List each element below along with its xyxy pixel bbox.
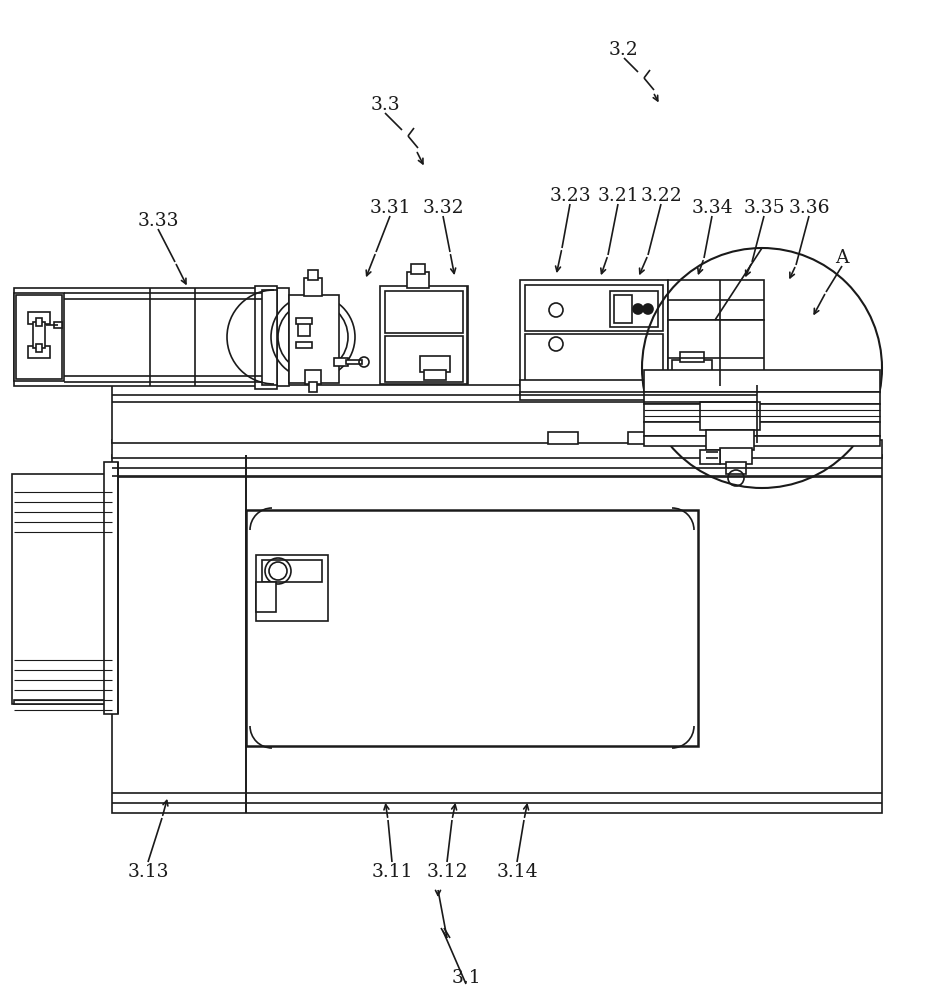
Text: 3.36: 3.36 bbox=[789, 199, 830, 217]
Bar bbox=[380, 286, 468, 384]
Bar bbox=[610, 291, 658, 327]
Bar bbox=[33, 322, 45, 348]
Bar bbox=[256, 582, 276, 612]
Text: 3.13: 3.13 bbox=[128, 863, 169, 881]
Text: 3.23: 3.23 bbox=[549, 187, 591, 205]
Bar bbox=[112, 385, 757, 443]
Bar bbox=[668, 280, 764, 320]
Bar bbox=[289, 295, 339, 383]
Bar bbox=[385, 336, 463, 382]
Text: 3.1: 3.1 bbox=[452, 969, 480, 987]
Bar bbox=[36, 318, 42, 326]
Bar bbox=[255, 286, 277, 389]
Bar bbox=[305, 370, 321, 384]
Circle shape bbox=[643, 304, 653, 314]
Text: 3.22: 3.22 bbox=[641, 187, 681, 205]
Bar bbox=[304, 278, 322, 296]
Bar bbox=[309, 382, 317, 392]
Bar bbox=[424, 370, 446, 380]
Bar bbox=[14, 700, 112, 704]
Bar bbox=[644, 422, 880, 436]
Bar bbox=[262, 290, 277, 385]
Bar bbox=[668, 320, 764, 386]
Bar bbox=[411, 264, 425, 274]
Bar bbox=[644, 392, 880, 404]
Bar bbox=[308, 270, 318, 280]
Bar bbox=[14, 293, 64, 381]
Text: A: A bbox=[835, 249, 849, 267]
Bar bbox=[28, 346, 50, 358]
Bar bbox=[700, 402, 760, 430]
Bar bbox=[548, 432, 578, 444]
Bar bbox=[36, 344, 42, 352]
Bar bbox=[700, 450, 720, 464]
Bar bbox=[28, 312, 50, 324]
Bar bbox=[112, 440, 882, 458]
Bar bbox=[525, 334, 663, 382]
Bar bbox=[726, 462, 746, 474]
Bar bbox=[296, 318, 312, 324]
Bar bbox=[628, 432, 658, 444]
Bar bbox=[334, 358, 348, 366]
Text: 3.33: 3.33 bbox=[137, 212, 179, 230]
Bar bbox=[525, 285, 663, 331]
Bar bbox=[104, 462, 118, 714]
Text: 3.34: 3.34 bbox=[691, 199, 733, 217]
Bar bbox=[644, 436, 880, 446]
Bar bbox=[12, 474, 114, 704]
Bar bbox=[520, 392, 668, 400]
Text: 3.35: 3.35 bbox=[743, 199, 785, 217]
Circle shape bbox=[633, 304, 643, 314]
Bar bbox=[614, 295, 632, 323]
Bar bbox=[644, 370, 880, 392]
Bar bbox=[420, 356, 450, 372]
Bar bbox=[672, 360, 712, 384]
Text: 3.2: 3.2 bbox=[609, 41, 639, 59]
Bar bbox=[246, 510, 698, 746]
Text: 3.31: 3.31 bbox=[370, 199, 411, 217]
Bar bbox=[262, 560, 322, 582]
Bar bbox=[520, 380, 668, 394]
Text: 3.14: 3.14 bbox=[496, 863, 538, 881]
Text: 3.11: 3.11 bbox=[371, 863, 412, 881]
Text: 3.21: 3.21 bbox=[597, 187, 639, 205]
Bar bbox=[346, 360, 362, 364]
Bar bbox=[298, 322, 310, 336]
Bar bbox=[407, 272, 429, 288]
Bar bbox=[14, 288, 289, 386]
Bar bbox=[54, 322, 62, 328]
Bar bbox=[706, 430, 754, 450]
Bar bbox=[296, 342, 312, 348]
Bar bbox=[256, 555, 328, 621]
Bar bbox=[385, 291, 463, 333]
Bar bbox=[112, 455, 882, 813]
Bar bbox=[644, 404, 880, 422]
Text: 3.3: 3.3 bbox=[371, 96, 399, 114]
Text: 3.32: 3.32 bbox=[422, 199, 464, 217]
Bar bbox=[16, 295, 62, 379]
Text: 3.12: 3.12 bbox=[426, 863, 467, 881]
Bar bbox=[720, 448, 752, 464]
Bar bbox=[520, 280, 668, 386]
Bar bbox=[680, 352, 704, 362]
